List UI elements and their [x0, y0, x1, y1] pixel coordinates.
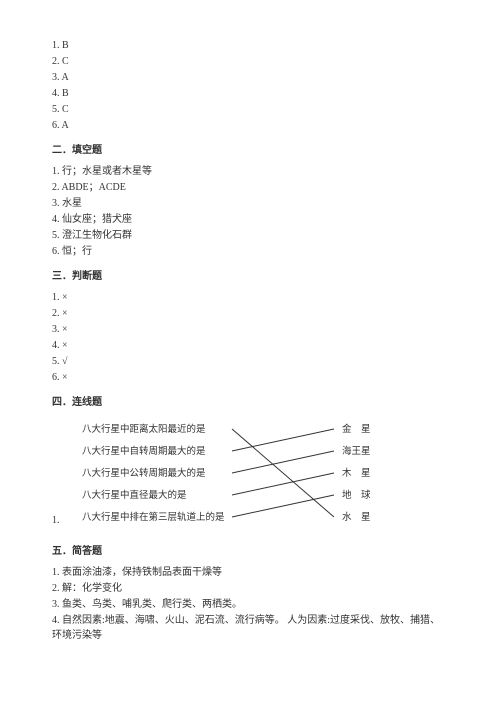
- section-2-answers: 1. 行；水星或者木星等 2. ABDE；ACDE 3. 水星 4. 仙女座；猎…: [52, 164, 448, 259]
- section-1-answers: 1. B 2. C 3. A 4. B 5. C 6. A: [52, 38, 448, 133]
- answer-item: 1. B: [52, 38, 448, 53]
- answer-item: 4. B: [52, 86, 448, 101]
- section-2-heading: 二．填空题: [52, 143, 448, 158]
- answer-item: 2. C: [52, 54, 448, 69]
- answer-item: 4. ×: [52, 338, 448, 353]
- matching-left-label: 八大行星中自转周期最大的是: [82, 445, 206, 457]
- answer-item: 5. √: [52, 354, 448, 369]
- matching-right-label: 金 星: [342, 423, 371, 435]
- answer-item: 6. 恒；行: [52, 244, 448, 259]
- answer-item: 4. 自然因素:地震、海啸、火山、泥石流、流行病等。 人为因素:过度采伐、放牧、…: [52, 613, 448, 643]
- answer-item: 1. 行；水星或者木星等: [52, 164, 448, 179]
- answer-item: 4. 仙女座；猎犬座: [52, 212, 448, 227]
- answer-item: 1. 表面涂油漆，保持铁制品表面干燥等: [52, 565, 448, 580]
- matching-right-label: 木 星: [342, 467, 371, 479]
- matching-right-label: 地 球: [342, 489, 371, 501]
- answer-item: 3. 水星: [52, 196, 448, 211]
- answer-item: 3. 鱼类、鸟类、哺乳类、爬行类、两栖类。: [52, 597, 448, 612]
- answer-item: 2. 解：化学变化: [52, 581, 448, 596]
- answer-item: 5. C: [52, 102, 448, 117]
- matching-left-label: 八大行星中距离太阳最近的是: [82, 423, 206, 435]
- answer-item: 3. ×: [52, 322, 448, 337]
- section-4-heading: 四．连线题: [52, 395, 448, 410]
- matching-diagram-wrap: 1. 八大行星中距离太阳最近的是八大行星中自转周期最大的是八大行星中公转周期最大…: [52, 416, 448, 536]
- matching-left-label: 八大行星中公转周期最大的是: [82, 467, 206, 479]
- matching-line: [232, 451, 334, 473]
- answer-item: 1. ×: [52, 290, 448, 305]
- section-3-answers: 1. × 2. × 3. × 4. × 5. √ 6. ×: [52, 290, 448, 385]
- answer-item: 6. ×: [52, 370, 448, 385]
- matching-line: [232, 429, 334, 451]
- answer-item: 6. A: [52, 118, 448, 133]
- answer-item: 2. ×: [52, 306, 448, 321]
- matching-left-label: 八大行星中直径最大的是: [82, 489, 187, 501]
- matching-line: [232, 495, 334, 517]
- matching-number: 1.: [52, 513, 60, 528]
- matching-line: [232, 473, 334, 495]
- section-3-heading: 三．判断题: [52, 269, 448, 284]
- section-5-answers: 1. 表面涂油漆，保持铁制品表面干燥等 2. 解：化学变化 3. 鱼类、鸟类、哺…: [52, 565, 448, 643]
- matching-diagram: 八大行星中距离太阳最近的是八大行星中自转周期最大的是八大行星中公转周期最大的是八…: [52, 416, 392, 536]
- matching-right-label: 海王星: [342, 445, 371, 457]
- matching-left-label: 八大行星中排在第三层轨道上的是: [82, 511, 225, 523]
- answer-item: 5. 澄江生物化石群: [52, 228, 448, 243]
- answer-item: 3. A: [52, 70, 448, 85]
- section-5-heading: 五．简答题: [52, 544, 448, 559]
- answer-item: 2. ABDE；ACDE: [52, 180, 448, 195]
- matching-right-label: 水 星: [342, 511, 371, 523]
- matching-line: [232, 429, 334, 517]
